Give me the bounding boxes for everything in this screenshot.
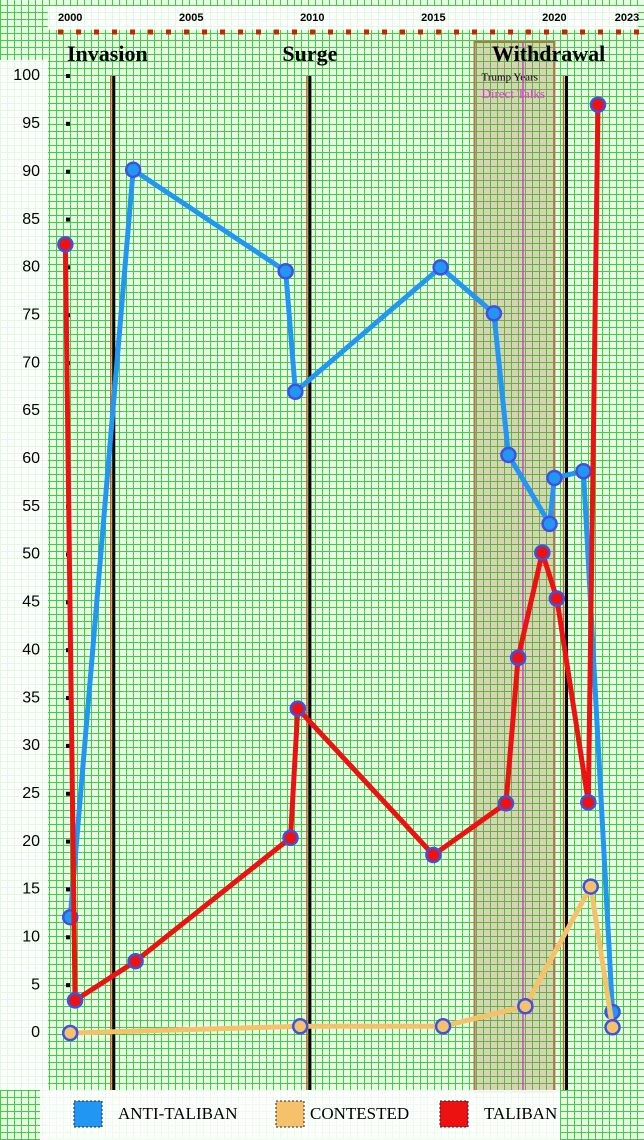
data-point <box>425 846 442 864</box>
y-tick-mark <box>66 791 70 796</box>
y-tick-label: 50 <box>22 546 40 563</box>
y-tick-label: 10 <box>22 929 40 946</box>
y-tick-mark <box>66 696 70 701</box>
y-tick-label: 65 <box>22 402 40 419</box>
data-point <box>517 997 534 1015</box>
legend-label: ANTI-TALIBAN <box>118 1104 238 1123</box>
data-point <box>580 794 597 811</box>
x-tick-label: 2020 <box>542 12 566 24</box>
data-point <box>127 952 144 970</box>
data-point <box>291 1018 309 1035</box>
y-tick-label: 90 <box>22 163 40 180</box>
marker-label: Direct Talks <box>482 86 545 101</box>
y-tick-mark <box>66 839 70 844</box>
y-tick-label: 25 <box>22 785 40 802</box>
annotation: Withdrawal <box>492 41 605 66</box>
x-tick-label: 2015 <box>421 12 445 24</box>
y-tick-mark <box>66 743 70 748</box>
y-tick-mark <box>66 887 70 892</box>
y-tick-label: 40 <box>22 641 40 658</box>
y-tick-label: 55 <box>22 498 40 515</box>
data-point <box>57 236 74 253</box>
y-tick-mark <box>66 935 70 940</box>
data-point <box>434 1018 452 1035</box>
y-tick-mark <box>66 983 70 988</box>
data-point <box>534 544 551 561</box>
y-tick-label: 0 <box>31 1024 40 1041</box>
y-tick-label: 35 <box>22 689 40 706</box>
data-point <box>497 795 515 812</box>
legend-label: TALIBAN <box>484 1104 557 1123</box>
x-tick-label: 2023 <box>615 12 639 24</box>
data-point <box>287 383 304 401</box>
legend-swatch <box>73 1100 103 1128</box>
y-tick-mark <box>66 121 70 126</box>
series-line <box>70 884 615 1036</box>
legend-label: CONTESTED <box>310 1104 409 1123</box>
legend-swatch <box>275 1100 305 1128</box>
annotation: Surge <box>282 41 337 66</box>
x-axis-panel <box>48 6 638 30</box>
y-tick-label: 15 <box>22 881 40 898</box>
data-point <box>604 1019 621 1036</box>
y-tick-label: 5 <box>31 976 40 993</box>
y-tick-label: 30 <box>22 737 40 754</box>
legend-swatch <box>439 1100 469 1128</box>
y-tick-label: 20 <box>22 833 40 850</box>
y-axis-panel <box>0 60 48 1090</box>
annotation: Invasion <box>67 41 148 66</box>
y-tick-label: 45 <box>22 594 40 611</box>
span-label: Trump Years <box>482 72 538 84</box>
y-tick-mark <box>66 648 70 653</box>
y-tick-label: 80 <box>22 259 40 276</box>
y-tick-label: 85 <box>22 211 40 228</box>
data-point <box>589 96 607 113</box>
data-point <box>277 262 294 280</box>
data-point <box>541 515 558 533</box>
series-line <box>62 104 601 1003</box>
y-tick-mark <box>66 169 70 174</box>
data-point <box>500 446 517 464</box>
y-tick-label: 75 <box>22 306 40 323</box>
data-point <box>546 469 563 487</box>
data-point <box>509 649 527 667</box>
y-tick-label: 60 <box>22 450 40 467</box>
data-point <box>282 829 299 847</box>
data-point <box>66 992 84 1009</box>
y-tick-label: 95 <box>22 115 40 132</box>
data-point <box>124 161 142 179</box>
data-point <box>432 259 449 276</box>
shaded-span <box>473 41 556 1093</box>
y-tick-label: 70 <box>22 354 40 371</box>
x-tick-label: 2010 <box>300 12 324 24</box>
y-tick-mark <box>66 217 70 222</box>
data-point <box>575 462 592 480</box>
data-point <box>548 590 566 607</box>
data-point <box>485 305 503 322</box>
x-tick-label: 2000 <box>58 12 82 24</box>
x-tick-label: 2005 <box>179 12 203 24</box>
y-tick-mark <box>66 74 70 78</box>
data-point <box>61 1024 79 1042</box>
y-tick-label: 100 <box>13 67 40 84</box>
data-point <box>582 878 599 895</box>
data-point <box>289 700 307 717</box>
